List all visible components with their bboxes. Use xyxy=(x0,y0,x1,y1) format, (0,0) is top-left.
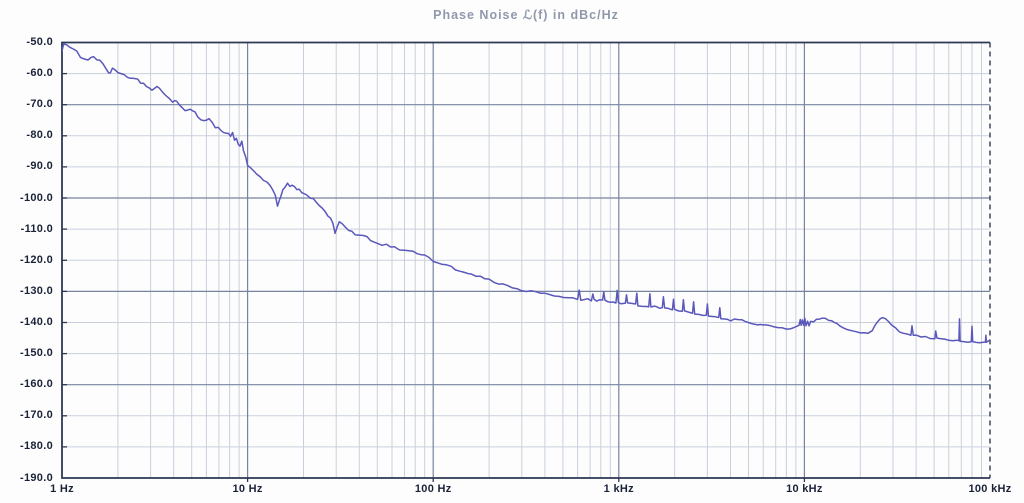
major-gridlines xyxy=(62,42,990,478)
y-axis-tick-label: -160.0 xyxy=(20,378,53,391)
y-axis-tick-label: -60.0 xyxy=(26,67,53,80)
x-axis-tick-label: 100 Hz xyxy=(414,483,452,495)
y-axis-tick-label: -130.0 xyxy=(20,284,53,297)
y-axis-tick-label: -140.0 xyxy=(20,315,53,328)
phase-noise-trace xyxy=(62,43,990,344)
y-axis-tick-label: -150.0 xyxy=(20,347,53,360)
y-axis-tick-label: -100.0 xyxy=(20,191,53,204)
axis-ticks xyxy=(62,72,806,482)
y-axis-tick-label: -180.0 xyxy=(20,440,53,453)
x-axis-tick-label: 100 kHz xyxy=(968,483,1012,495)
x-axis-tick-label: 10 kHz xyxy=(786,483,823,495)
y-axis-tick-label: -80.0 xyxy=(26,129,53,142)
y-axis-tick-label: -70.0 xyxy=(26,98,53,111)
y-axis-tick-label: -90.0 xyxy=(26,160,53,173)
y-axis-tick-label: -190.0 xyxy=(20,471,53,484)
y-axis-tick-label: -50.0 xyxy=(26,36,53,48)
x-axis-tick-label: 1 Hz xyxy=(50,483,74,495)
y-axis-tick-label: -170.0 xyxy=(20,409,53,422)
x-axis-tick-label: 10 Hz xyxy=(232,483,263,495)
minor-gridlines xyxy=(62,42,990,478)
chart-title: Phase Noise ℒ(f) in dBc/Hz xyxy=(433,8,619,22)
y-axis-tick-label: -110.0 xyxy=(20,222,53,235)
x-axis-tick-label: 1 kHz xyxy=(603,483,634,495)
y-axis-tick-label: -120.0 xyxy=(20,253,53,266)
